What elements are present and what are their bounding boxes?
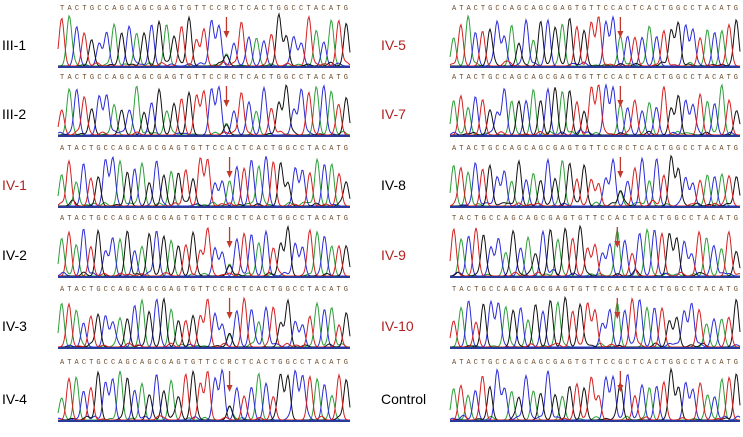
trace-c <box>57 368 350 421</box>
trace-t <box>57 89 350 136</box>
arrow-head <box>617 171 624 178</box>
sequence-panel: IV-2 ATACTGCCAGCAGCGAGTGTTCCRCTCACTGGCCTA… <box>2 215 351 278</box>
trace-c <box>58 19 350 67</box>
trace-t <box>58 370 350 421</box>
sequence-text: ATACTGCCAGCAGCGAGTGTTCCRCTCACTGGCCTACATG <box>60 215 348 223</box>
sequence-panel: IV-7 ATACTGCCAGCAGCGAGTGTTCCACTCACTGGCCTA… <box>381 74 741 137</box>
arrow-head <box>617 31 624 38</box>
sequence-text: ATACTGCCAGCAGCGAGTGTTCCACTCACTGGCCTACATG <box>60 145 348 153</box>
trace-t <box>57 157 350 207</box>
sample-label: IV-10 <box>381 318 414 334</box>
sequence-text: ATACTGCCAGCAGCGAGTGTTCCGCTCACTGGCCTACATG <box>452 359 738 367</box>
sample-label: IV-1 <box>2 177 27 193</box>
arrow-head <box>617 100 624 107</box>
trace-c <box>449 83 740 136</box>
sample-label: IV-9 <box>381 247 406 263</box>
sequence-text: ATACTGCCAGCAGCGAGTGTTCCRCTCACTGGCCTACATG <box>60 286 348 294</box>
arrow-head <box>223 31 230 38</box>
sample-label: IV-2 <box>2 247 27 263</box>
trace-t <box>57 14 351 67</box>
sequence-text: ATACTGCCAGCAGCGAGTGTTCCRCTCACTGGCCTACATG <box>452 145 738 153</box>
arrow-head <box>614 241 621 248</box>
sequence-panel: III-2 TACTGCCAGCAGCGAGTGTTCCRCTCACTGGCCTA… <box>2 74 351 137</box>
arrow-head <box>614 312 621 319</box>
sample-label: Control <box>381 391 426 407</box>
sequence-panel: IV-5 ATACTGCCAGCAGCGAGTGTTCCACTCACTGGCCTA… <box>381 5 741 68</box>
sample-label: IV-7 <box>381 106 406 122</box>
sequence-panel: IV-4 ATACTGCCAGCAGCGAGTGTTCCRCTCACTGGCCTA… <box>2 359 351 422</box>
sequence-panel: Control ATACTGCCAGCAGCGAGTGTTCCGCTCACTGGC… <box>381 359 741 422</box>
sequence-text: TACTGCCAGCAGCGAGTGTTCCACTCACTGGCCTACATG <box>452 286 738 294</box>
arrow-head <box>226 241 233 248</box>
trace-g <box>58 369 351 421</box>
sequence-text: TACTGCCAGCAGCGAGTGTTCCRCTCACTGGCCTACATG <box>60 74 348 82</box>
trace-g <box>58 161 351 207</box>
sample-label: III-2 <box>2 106 26 122</box>
trace-t <box>450 375 740 421</box>
sample-label: IV-4 <box>2 391 27 407</box>
trace-t <box>450 84 740 136</box>
sequence-panel: III-1 TACTGCCAGCAGCGAGTGTTCCRCTCACTGGCCTA… <box>2 5 351 68</box>
arrow-head <box>223 100 230 107</box>
arrow-head <box>617 385 624 392</box>
sequence-text: TACTGCCAGCAGCGAGTGTTCCACTCACTGGCCTACATG <box>452 215 738 223</box>
arrow-head <box>226 171 233 178</box>
sequence-panel: IV-8 ATACTGCCAGCAGCGAGTGTTCCRCTCACTGGCCTA… <box>381 145 741 208</box>
trace-t <box>57 296 350 348</box>
sample-label: IV-3 <box>2 318 27 334</box>
sample-label: IV-8 <box>381 177 406 193</box>
sample-label: III-1 <box>2 37 26 53</box>
trace-t <box>58 226 350 277</box>
sample-label: IV-5 <box>381 37 406 53</box>
sequence-panel: IV-9 TACTGCCAGCAGCGAGTGTTCCACTCACTGGCCTAC… <box>381 215 741 278</box>
arrow-head <box>226 385 233 392</box>
trace-t <box>449 227 741 277</box>
trace-c <box>449 368 741 421</box>
trace-a <box>57 157 350 207</box>
trace-a <box>57 370 350 421</box>
trace-c <box>58 298 350 348</box>
sequence-text: ATACTGCCAGCAGCGAGTGTTCCRCTCACTGGCCTACATG <box>60 359 348 367</box>
sequence-panel: IV-1 ATACTGCCAGCAGCGAGTGTTCCACTCACTGGCCTA… <box>2 145 351 208</box>
sequence-text: ATACTGCCAGCAGCGAGTGTTCCACTCACTGGCCTACATG <box>452 74 738 82</box>
trace-t <box>449 16 740 67</box>
sequence-text: TACTGCCAGCAGCGAGTGTTCCRCTCACTGGCCTACATG <box>60 5 348 13</box>
sequence-text: ATACTGCCAGCAGCGAGTGTTCCACTCACTGGCCTACATG <box>452 5 738 13</box>
arrow-head <box>226 312 233 319</box>
sequence-panel: IV-10 TACTGCCAGCAGCGAGTGTTCCACTCACTGGCCTA… <box>381 286 741 349</box>
trace-c <box>58 155 350 207</box>
sequence-panel: IV-3 ATACTGCCAGCAGCGAGTGTTCCRCTCACTGGCCTA… <box>2 286 351 349</box>
